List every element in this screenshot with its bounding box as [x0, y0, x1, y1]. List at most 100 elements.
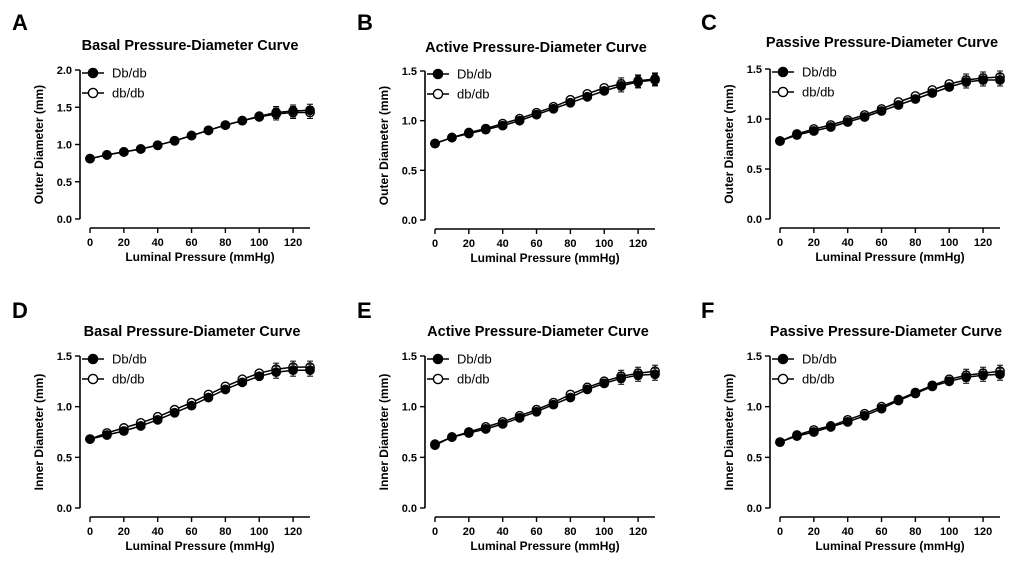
x-tick-label: 80: [219, 237, 231, 249]
data-point-filled: [876, 106, 887, 116]
x-tick-label: 0: [777, 526, 783, 538]
data-point-filled: [514, 115, 525, 126]
x-tick-label: 120: [629, 238, 647, 250]
x-tick-label: 60: [875, 237, 887, 249]
y-tick-label: 1.0: [57, 140, 72, 152]
data-point-filled: [288, 365, 298, 376]
x-tick-label: 120: [284, 237, 302, 249]
legend-label: Db/db: [802, 65, 837, 80]
data-point-filled: [548, 399, 559, 410]
data-point-filled: [430, 439, 440, 450]
x-tick-label: 100: [940, 526, 958, 538]
x-tick-label: 0: [87, 526, 93, 538]
y-tick-label: 0.5: [747, 452, 762, 464]
data-point-filled: [792, 431, 802, 441]
chart-panel-c: C Passive Pressure-Diameter Curve 0.0 0.5 1.…: [701, 10, 1005, 264]
data-point-filled: [616, 81, 627, 91]
data-point-filled: [186, 130, 197, 141]
y-tick-label: 0.5: [402, 165, 417, 177]
x-tick-label: 100: [595, 238, 613, 250]
y-axis-label: Outer Diameter (mm): [722, 84, 736, 203]
y-tick-label: 1.5: [57, 102, 72, 114]
data-point-filled: [305, 105, 315, 116]
legend-label: db/db: [112, 372, 145, 387]
data-point-filled: [135, 144, 146, 154]
panel-letter: C: [701, 10, 717, 35]
y-tick-label: 2.0: [57, 65, 72, 77]
data-point-filled: [978, 370, 988, 381]
panel-letter: A: [12, 10, 28, 35]
data-point-filled: [565, 392, 576, 403]
chart-panel-f: F Passive Pressure-Diameter Curve 0.0 0.5 1.…: [701, 298, 1005, 553]
data-point-filled: [531, 109, 542, 120]
data-point-filled: [944, 82, 955, 92]
x-tick-label: 60: [185, 237, 197, 249]
y-axis-label: Outer Diameter (mm): [32, 85, 46, 204]
data-point-filled: [961, 77, 972, 87]
data-point-filled: [650, 75, 660, 85]
legend-label: db/db: [112, 86, 145, 101]
legend-marker-filled: [432, 353, 444, 365]
x-tick-label: 40: [497, 238, 509, 250]
data-point-filled: [152, 140, 163, 151]
data-point-filled: [995, 75, 1005, 85]
y-tick-label: 1.0: [747, 114, 762, 126]
y-tick-label: 1.5: [57, 351, 72, 363]
chart-title: Active Pressure-Diameter Curve: [425, 40, 647, 56]
x-tick-label: 40: [152, 237, 164, 249]
legend-marker-open: [432, 373, 444, 385]
data-point-filled: [842, 117, 853, 127]
y-tick-label: 0.0: [747, 214, 762, 226]
legend-marker-open: [432, 88, 444, 100]
data-point-filled: [531, 406, 542, 417]
data-point-filled: [447, 432, 457, 442]
data-point-filled: [842, 416, 853, 427]
x-tick-label: 0: [432, 526, 438, 538]
chart-title: Active Pressure-Diameter Curve: [427, 324, 649, 340]
data-point-filled: [447, 132, 457, 143]
x-tick-label: 20: [463, 526, 475, 538]
data-point-filled: [254, 371, 265, 382]
data-point-filled: [169, 407, 180, 418]
x-axis-label: Luminal Pressure (mmHg): [125, 250, 274, 264]
x-tick-label: 120: [284, 526, 302, 538]
data-point-filled: [152, 414, 163, 425]
x-axis-label: Luminal Pressure (mmHg): [815, 250, 964, 264]
y-axis-label: Inner Diameter (mm): [32, 374, 46, 491]
y-tick-label: 0.5: [747, 164, 762, 176]
panel-letter: D: [12, 298, 28, 323]
x-tick-label: 120: [974, 237, 992, 249]
data-point-filled: [169, 135, 180, 146]
y-tick-label: 1.5: [402, 351, 417, 363]
y-tick-label: 0.5: [57, 177, 72, 189]
legend-marker-filled: [87, 353, 99, 365]
data-point-filled: [859, 410, 870, 421]
data-point-filled: [978, 75, 988, 85]
x-tick-label: 60: [530, 526, 542, 538]
data-point-filled: [135, 421, 146, 431]
panel-letter: B: [357, 10, 373, 35]
x-tick-label: 0: [777, 237, 783, 249]
data-point-filled: [633, 77, 643, 87]
data-point-filled: [102, 430, 112, 440]
data-point-filled: [808, 427, 819, 437]
x-tick-label: 100: [250, 237, 268, 249]
x-tick-label: 20: [808, 526, 820, 538]
data-point-filled: [288, 106, 298, 116]
data-point-filled: [893, 395, 904, 406]
data-point-filled: [463, 428, 474, 438]
y-tick-label: 0.0: [747, 503, 762, 515]
chart-panel-d: D Basal Pressure-Diameter Curve 0.0 0.5 1.0 1…: [12, 298, 315, 553]
y-tick-label: 0.0: [57, 214, 72, 226]
x-tick-label: 20: [118, 237, 130, 249]
data-point-filled: [910, 388, 921, 399]
x-tick-label: 120: [974, 526, 992, 538]
legend-marker-filled: [87, 67, 99, 79]
data-point-filled: [775, 136, 785, 146]
data-point-filled: [480, 124, 491, 135]
x-tick-label: 80: [909, 237, 921, 249]
y-tick-label: 1.5: [747, 64, 762, 76]
panel-letter: F: [701, 298, 714, 323]
legend-label: Db/db: [802, 352, 837, 367]
